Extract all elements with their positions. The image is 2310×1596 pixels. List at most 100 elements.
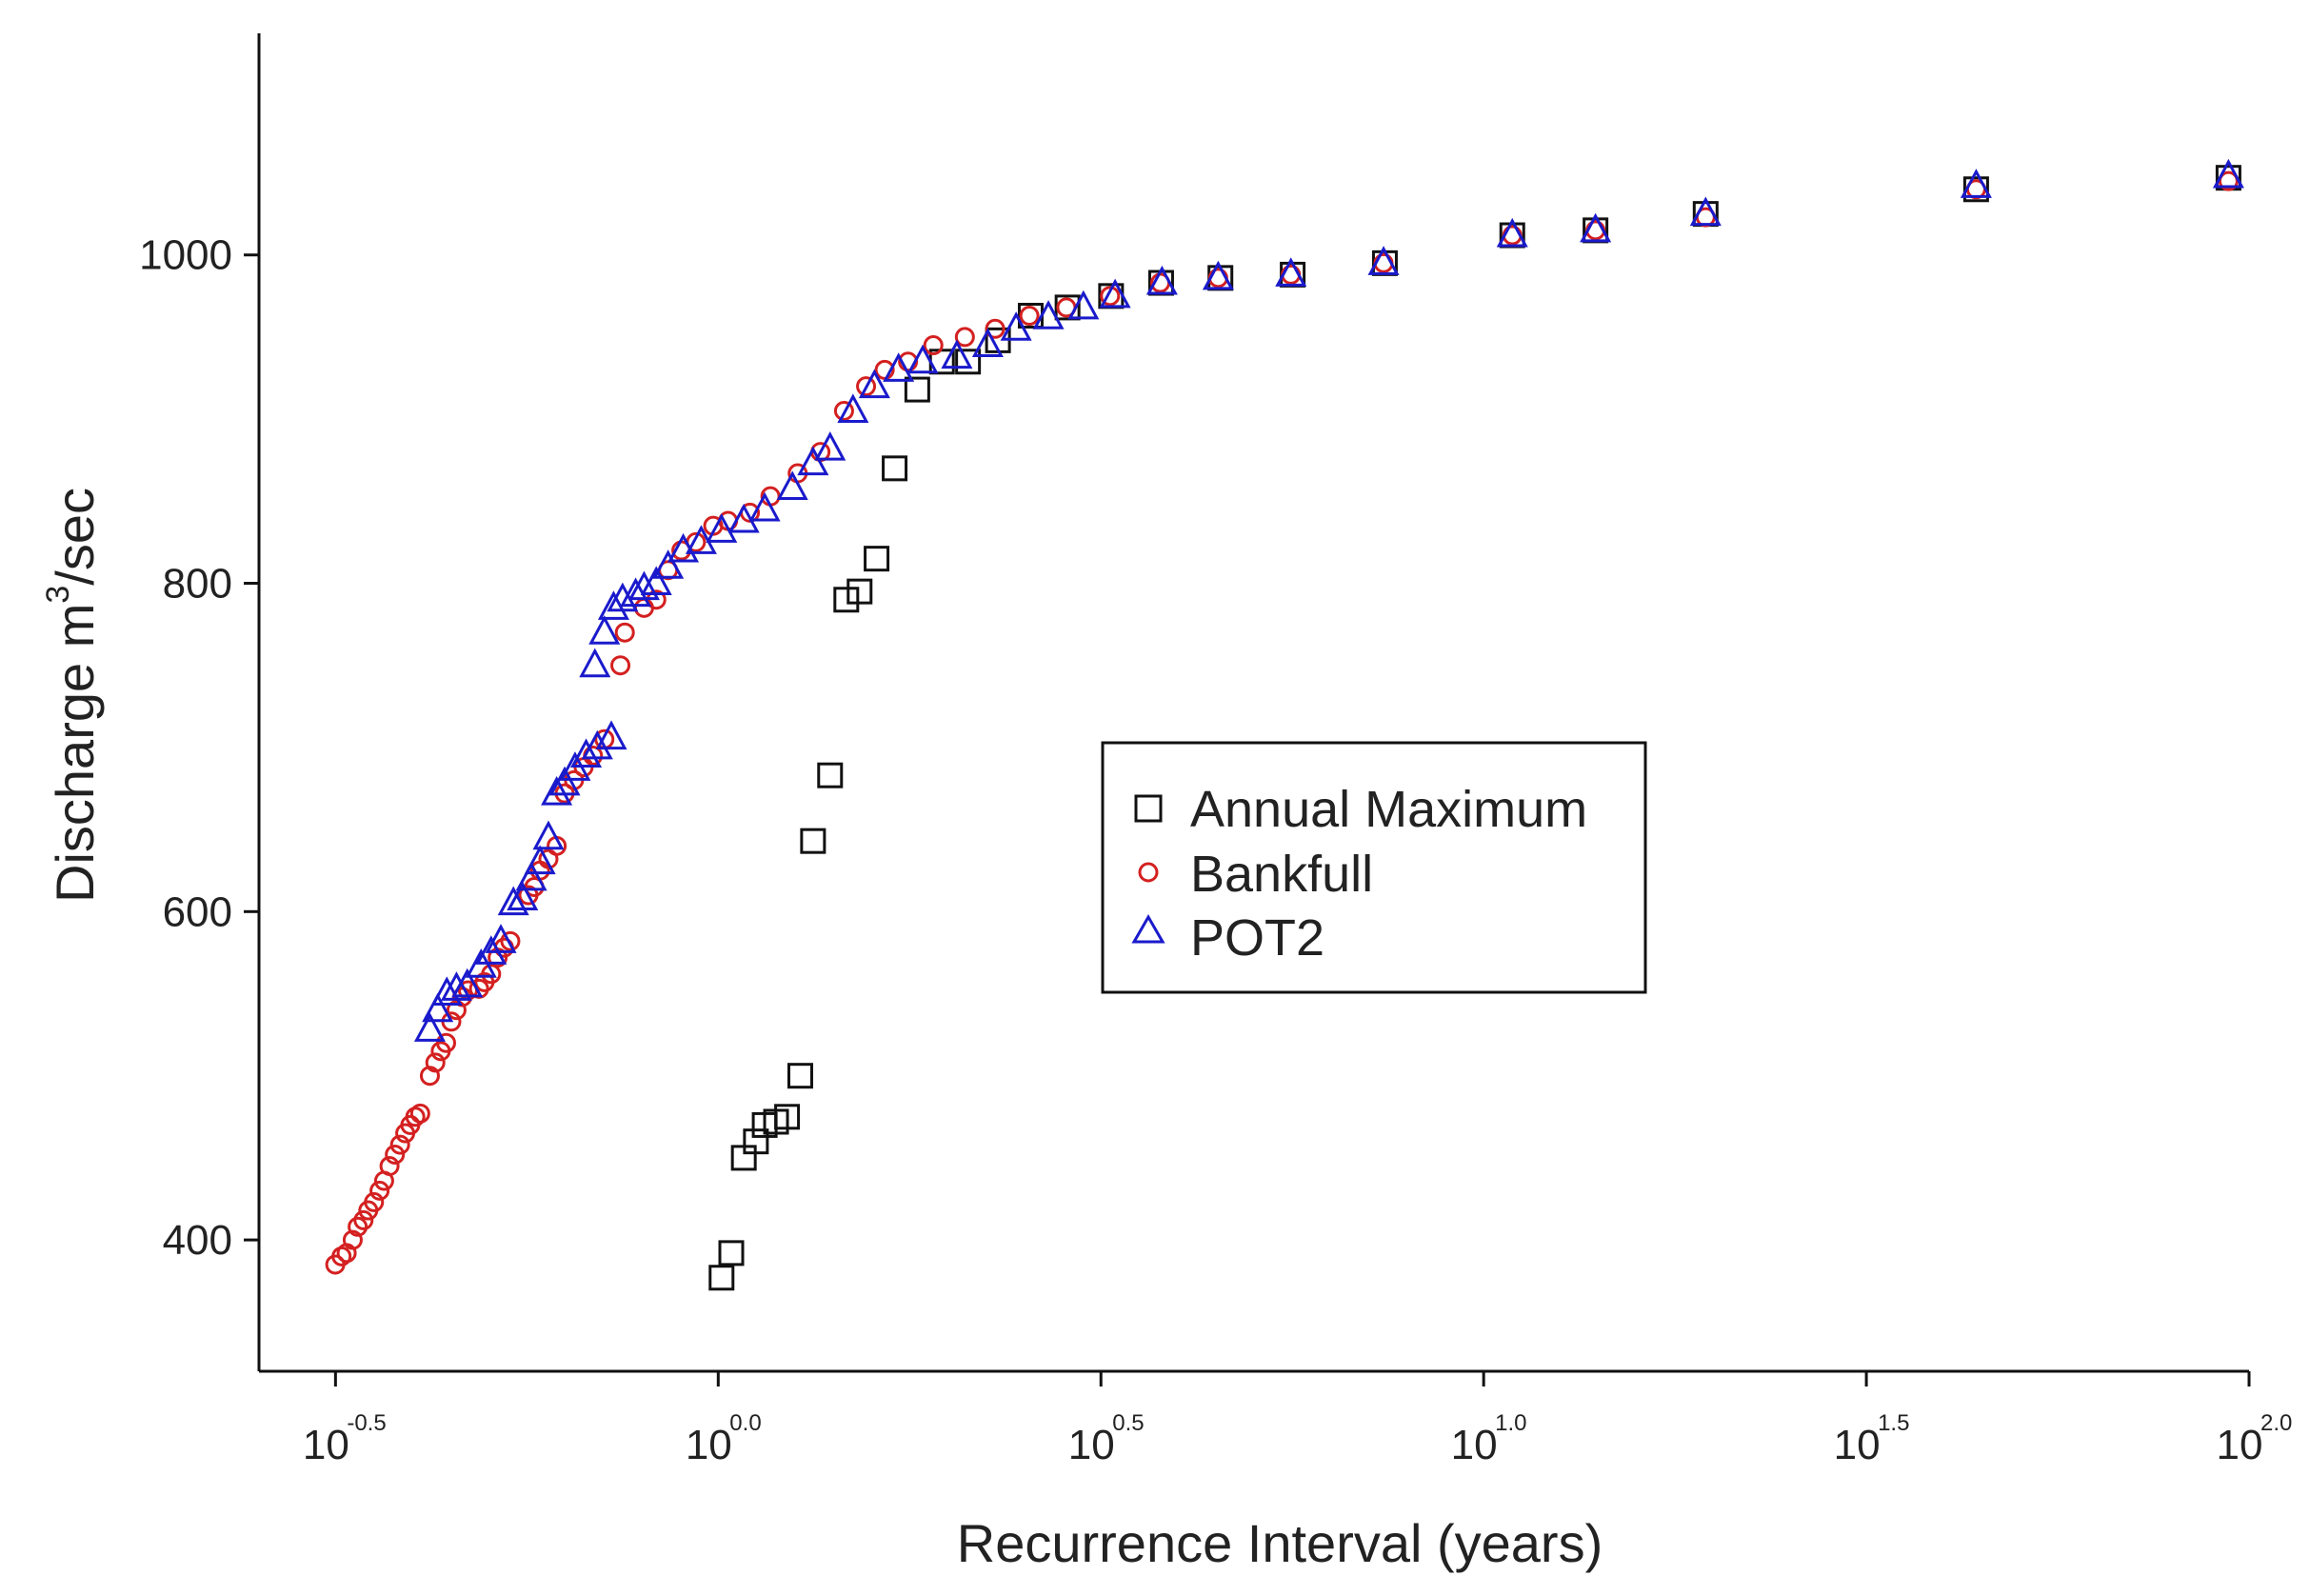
point-circle-12 xyxy=(389,1134,410,1155)
point-triangle-51 xyxy=(1689,196,1722,227)
point-triangle-11 xyxy=(524,845,556,875)
x-tick-exponent-1: 0.0 xyxy=(729,1410,761,1436)
point-triangle-29 xyxy=(706,513,738,543)
point-triangle-3 xyxy=(440,971,472,1001)
point-triangle-8 xyxy=(497,886,529,916)
point-circle-55 xyxy=(856,376,877,397)
point-square-9 xyxy=(817,762,844,788)
point-square-28 xyxy=(1962,176,1989,203)
x-tick-exponent-2: 0.5 xyxy=(1112,1410,1144,1436)
point-square-14 xyxy=(904,376,930,403)
x-tick-label-5: 10 xyxy=(2217,1422,2263,1468)
y-axis-label-prefix: Discharge m xyxy=(45,604,105,903)
point-circle-61 xyxy=(1019,306,1040,327)
point-triangle-34 xyxy=(814,430,846,461)
point-triangle-48 xyxy=(1367,246,1400,275)
point-circle-43 xyxy=(633,597,654,618)
point-circle-8 xyxy=(369,1180,390,1201)
x-tick-label-1: 10 xyxy=(686,1422,732,1468)
point-triangle-10 xyxy=(515,861,548,891)
point-circle-5 xyxy=(353,1209,374,1230)
point-triangle-24 xyxy=(627,570,660,601)
point-square-1 xyxy=(718,1240,745,1267)
point-circle-18 xyxy=(425,1052,446,1073)
point-circle-27 xyxy=(481,964,502,985)
point-circle-54 xyxy=(833,401,854,422)
y-tick-label-400: 400 xyxy=(163,1217,232,1264)
point-triangle-36 xyxy=(858,369,890,399)
point-triangle-50 xyxy=(1580,212,1612,243)
point-circle-20 xyxy=(435,1032,456,1053)
point-square-6 xyxy=(774,1104,801,1130)
point-square-11 xyxy=(846,578,873,605)
point-triangle-44 xyxy=(1099,278,1131,309)
point-triangle-39 xyxy=(941,339,973,369)
point-circle-10 xyxy=(379,1156,400,1177)
point-triangle-16 xyxy=(570,738,603,768)
point-circle-4 xyxy=(348,1216,368,1237)
x-tick-exponent-5: 2.0 xyxy=(2260,1410,2292,1436)
point-square-19 xyxy=(1054,294,1081,321)
series-bankfull xyxy=(325,170,2239,1275)
point-square-8 xyxy=(800,828,826,854)
y-axis-label-superscript: 3 xyxy=(40,586,76,604)
x-tick-exponent-3: 1.0 xyxy=(1495,1410,1526,1436)
point-triangle-13 xyxy=(541,776,573,806)
point-square-7 xyxy=(787,1063,813,1089)
point-circle-42 xyxy=(614,622,635,643)
point-triangle-7 xyxy=(485,924,517,953)
x-tick-label-0: 10 xyxy=(303,1422,349,1468)
point-circle-3 xyxy=(342,1229,363,1250)
point-triangle-19 xyxy=(579,648,611,678)
point-square-12 xyxy=(864,546,890,572)
y-tick-label-1000: 1000 xyxy=(139,232,232,279)
series-annual-maximum xyxy=(708,165,2241,1291)
chart-marks xyxy=(325,158,2244,1291)
point-triangle-20 xyxy=(588,615,621,645)
legend-marker-pot2 xyxy=(1131,913,1165,944)
y-tick-label-600: 600 xyxy=(163,888,232,935)
legend-label-pot2: POT2 xyxy=(1190,909,1324,967)
point-triangle-37 xyxy=(883,352,915,382)
legend-marker-annual-maximum xyxy=(1134,794,1163,823)
point-square-13 xyxy=(882,455,908,482)
point-triangle-33 xyxy=(797,446,829,476)
legend-box xyxy=(1101,741,1647,994)
axes xyxy=(257,33,2249,1373)
point-triangle-31 xyxy=(748,491,781,522)
point-circle-17 xyxy=(419,1066,440,1087)
point-triangle-2 xyxy=(430,976,463,1006)
point-triangle-47 xyxy=(1275,257,1307,287)
point-circle-11 xyxy=(385,1144,406,1165)
x-tick-label-2: 10 xyxy=(1068,1422,1115,1468)
point-triangle-35 xyxy=(837,393,869,424)
point-triangle-18 xyxy=(595,720,627,750)
point-triangle-17 xyxy=(581,729,613,760)
point-circle-63 xyxy=(1100,286,1121,307)
point-triangle-9 xyxy=(507,881,539,911)
point-triangle-45 xyxy=(1145,265,1178,295)
y-axis-label-suffix: /sec xyxy=(45,488,105,586)
point-circle-7 xyxy=(364,1191,385,1212)
point-triangle-49 xyxy=(1496,217,1528,248)
series-pot2 xyxy=(413,158,2244,1042)
point-circle-16 xyxy=(409,1103,430,1124)
point-triangle-42 xyxy=(1032,300,1065,329)
point-triangle-25 xyxy=(640,566,672,596)
point-circle-30 xyxy=(500,930,521,951)
point-square-0 xyxy=(708,1265,735,1291)
x-axis-label: Recurrence Interval (years) xyxy=(957,1513,1603,1573)
point-triangle-4 xyxy=(451,968,484,998)
point-triangle-43 xyxy=(1067,289,1100,320)
x-tick-label-4: 10 xyxy=(1834,1422,1881,1468)
point-circle-58 xyxy=(923,335,944,356)
point-triangle-46 xyxy=(1202,260,1234,290)
point-triangle-38 xyxy=(906,344,939,374)
point-triangle-26 xyxy=(652,549,685,579)
point-square-10 xyxy=(833,587,860,613)
point-triangle-41 xyxy=(1000,311,1032,341)
point-triangle-0 xyxy=(413,1012,446,1042)
point-triangle-22 xyxy=(607,582,639,612)
